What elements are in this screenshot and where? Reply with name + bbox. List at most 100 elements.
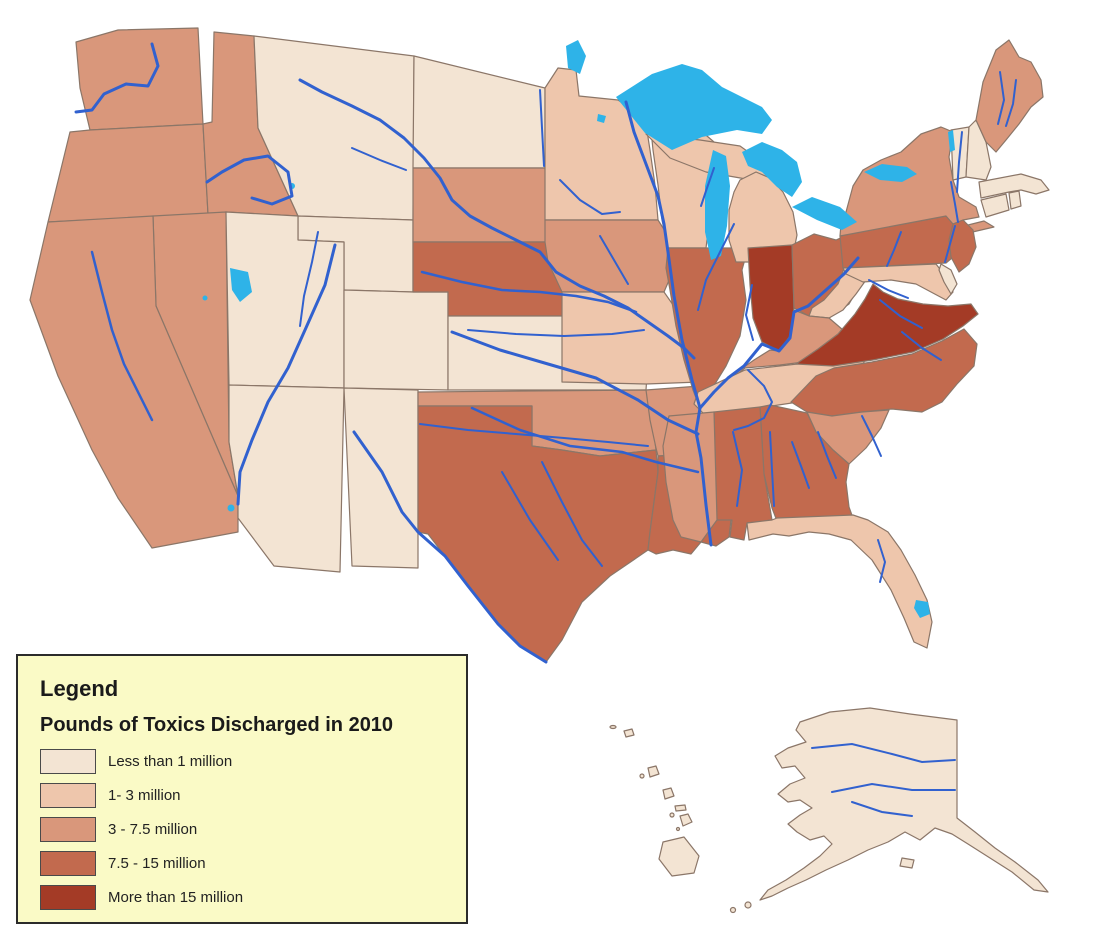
- state-massachusetts: [978, 173, 1050, 199]
- river-mississippi: [624, 100, 713, 547]
- hawaii-inset: [609, 724, 700, 877]
- river-yellowstone: [351, 147, 407, 171]
- river-altamaha: [791, 441, 810, 489]
- state-iowa: [544, 219, 677, 293]
- lake-okeechobee: [914, 600, 930, 618]
- legend-item-label: More than 15 million: [108, 889, 244, 906]
- river-arkansas: [450, 330, 700, 436]
- lake-tahoe: [202, 295, 208, 301]
- state-delaware: [938, 263, 958, 295]
- hawaii-kahoolawe: [675, 826, 681, 832]
- river-kennebec: [997, 71, 1005, 125]
- river-illinois: [697, 223, 735, 311]
- state-indiana: [747, 244, 795, 352]
- legend-swatch: [40, 885, 96, 910]
- state-georgia: [759, 404, 854, 522]
- state-colorado: [343, 289, 449, 391]
- state-north-dakota: [412, 55, 546, 169]
- alaska-inset: [729, 707, 1049, 914]
- river-susquehanna: [886, 231, 902, 267]
- legend-item-label: Less than 1 million: [108, 753, 233, 770]
- lakes: [202, 40, 955, 618]
- hawaii-oahu: [662, 787, 675, 800]
- legend-swatch: [40, 783, 96, 808]
- river-red: [470, 406, 700, 474]
- state-shapes: [29, 27, 1050, 663]
- aleutian-island: [744, 901, 752, 909]
- lake-champlain: [948, 130, 955, 152]
- legend-item: More than 15 million: [40, 885, 456, 910]
- kodiak-island: [899, 857, 915, 869]
- legend-title: Legend: [40, 676, 119, 701]
- aleutian-island: [729, 906, 737, 914]
- legend-item: 1- 3 million: [40, 783, 456, 808]
- state-maine: [975, 39, 1044, 153]
- lake-erie: [792, 197, 857, 230]
- hawaii-lanai: [669, 812, 675, 818]
- river-sacramento: [90, 250, 154, 422]
- state-florida: [746, 514, 933, 649]
- hawaii-big-island: [658, 836, 700, 877]
- river-colorado-texas: [501, 471, 559, 561]
- hawaii-islet: [623, 728, 635, 738]
- state-alaska: [759, 707, 1049, 901]
- river-green: [299, 231, 319, 327]
- state-south-dakota: [412, 167, 549, 243]
- river-wisconsin: [700, 167, 715, 207]
- state-kentucky: [699, 309, 853, 409]
- lake-ontario: [864, 164, 917, 182]
- legend-item-label: 1- 3 million: [108, 787, 181, 804]
- legend-item: Less than 1 million: [40, 749, 456, 774]
- river-chattahoochee: [769, 431, 775, 507]
- legend-item: 3 - 7.5 million: [40, 817, 456, 842]
- hawaii-molokai: [674, 804, 687, 812]
- salton-sea: [227, 504, 235, 512]
- state-arizona: [228, 384, 345, 573]
- legend-swatch: [40, 851, 96, 876]
- river-minnesota: [559, 179, 621, 215]
- river-potomac: [868, 279, 909, 299]
- river-kuskokwim: [831, 782, 956, 793]
- river-tennessee: [733, 369, 773, 431]
- legend-item-label: 7.5 - 15 million: [108, 855, 206, 872]
- river-alabama: [732, 431, 743, 507]
- river-pee-dee: [861, 415, 882, 457]
- legend-subtitle: Pounds of Toxics Discharged in 2010: [40, 714, 394, 736]
- river-columbia: [74, 42, 160, 114]
- red-lake: [597, 114, 606, 123]
- river-brazos: [541, 461, 603, 567]
- rivers: [74, 42, 1017, 664]
- river-ohio: [698, 256, 860, 410]
- hawaii-maui: [679, 813, 693, 827]
- legend-panel: Legend Pounds of Toxics Discharged in 20…: [16, 654, 468, 924]
- state-rhode-island: [1008, 190, 1022, 210]
- legend-swatch: [40, 817, 96, 842]
- state-washington: [75, 27, 204, 131]
- hawaii-kauai: [647, 765, 660, 778]
- legend-item: 7.5 - 15 million: [40, 851, 456, 876]
- lake-superior: [616, 64, 772, 150]
- hawaii-islet: [609, 724, 617, 730]
- river-missouri: [298, 78, 696, 360]
- hawaii-niihau: [639, 773, 645, 779]
- river-penobscot: [1005, 79, 1017, 127]
- lake-of-the-woods: [566, 40, 586, 74]
- river-rio-grande: [352, 430, 548, 664]
- alaska-rivers: [811, 742, 956, 817]
- lake-huron: [742, 142, 802, 197]
- river-delaware: [944, 225, 956, 263]
- river-des-moines: [599, 235, 629, 285]
- great-salt-lake: [230, 268, 252, 302]
- legend-swatch: [40, 749, 96, 774]
- legend-item-label: 3 - 7.5 million: [108, 821, 198, 838]
- state-new-mexico: [343, 387, 419, 569]
- river-platte: [420, 270, 638, 314]
- river-red-north: [539, 89, 545, 167]
- state-connecticut: [980, 193, 1010, 218]
- river-roanoke: [901, 331, 942, 361]
- state-virginia: [795, 283, 979, 367]
- river-snake: [205, 154, 294, 206]
- river-hudson: [950, 181, 959, 223]
- river-st-johns: [877, 539, 886, 583]
